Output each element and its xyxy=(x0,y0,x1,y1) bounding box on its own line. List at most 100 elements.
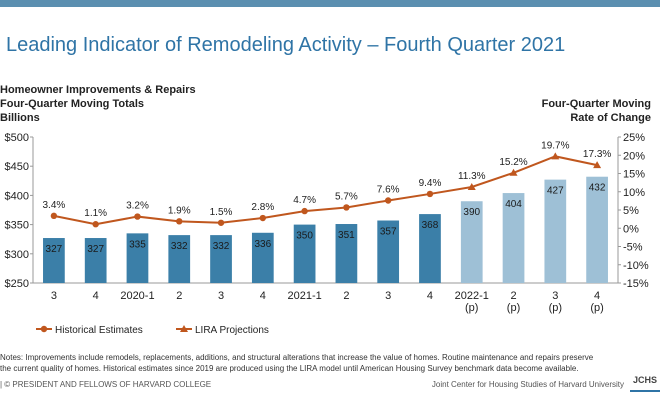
bar-value-label: 351 xyxy=(338,230,355,241)
bar xyxy=(293,224,316,283)
bar-value-label: 327 xyxy=(46,244,63,255)
bar-value-label: 427 xyxy=(547,186,564,197)
left-tick-label: $300 xyxy=(5,249,29,261)
x-tick-label: 4 xyxy=(93,290,99,302)
bar-value-label: 432 xyxy=(589,183,606,194)
x-tick-label: 3 xyxy=(552,290,558,302)
line-point-historical xyxy=(426,190,434,198)
left-tick-label: $350 xyxy=(5,220,29,232)
bar xyxy=(84,238,107,283)
right-tick-label: -10% xyxy=(623,260,649,272)
bar xyxy=(419,214,441,283)
x-tick-label: 3 xyxy=(51,290,57,302)
left-header-line2: Four-Quarter Moving Totals xyxy=(0,98,145,110)
line-value-label: 3.4% xyxy=(42,200,65,211)
logo-underline xyxy=(630,390,660,392)
line-point-historical xyxy=(384,197,392,204)
right-tick-label: -5% xyxy=(623,242,643,254)
x-tick-label: (p) xyxy=(590,302,603,314)
bar xyxy=(168,235,191,283)
right-tick-label: -15% xyxy=(623,278,649,290)
chart-plot: $250 $300 $350 $400 $450 $500 -15% -10% -5% 0% 5% 1… xyxy=(5,132,649,336)
bar-value-label: 390 xyxy=(463,207,480,218)
line-value-label: 11.3% xyxy=(458,171,486,182)
bar xyxy=(210,235,232,283)
line-point-projection xyxy=(551,152,560,160)
line-point-historical xyxy=(50,212,58,220)
line-value-label: 5.7% xyxy=(335,191,358,202)
bar-value-label: 336 xyxy=(254,239,271,250)
line-value-label: 2.8% xyxy=(251,202,274,213)
legend-projection-marker xyxy=(180,325,188,332)
footer-copyright: | © PRESIDENT AND FELLOWS OF HARVARD COL… xyxy=(0,380,212,389)
line-point-projection xyxy=(467,183,476,191)
top-accent-bar xyxy=(0,0,660,7)
line-value-label: 1.9% xyxy=(168,205,191,216)
x-tick-label: 2021-1 xyxy=(287,290,321,302)
bar xyxy=(460,201,483,283)
chart-title: Leading Indicator of Remodeling Activity… xyxy=(6,34,566,56)
jchs-logo: JCHS xyxy=(632,375,657,385)
line-point-historical xyxy=(134,213,141,220)
left-header-line1: Homeowner Improvements & Repairs xyxy=(0,84,196,96)
bar xyxy=(335,224,358,283)
line-value-label: 19.7% xyxy=(541,140,569,151)
bar-value-label: 327 xyxy=(87,244,104,255)
right-header-line2: Rate of Change xyxy=(570,112,651,124)
left-tick-label: $400 xyxy=(5,190,29,202)
line-value-label: 7.6% xyxy=(377,185,400,196)
bar xyxy=(586,176,608,283)
bar xyxy=(377,220,400,283)
bar-value-label: 357 xyxy=(380,227,397,238)
line-value-label: 9.4% xyxy=(419,178,442,189)
x-tick-label: 3 xyxy=(218,290,224,302)
right-tick-label: 20% xyxy=(623,150,645,162)
x-tick-label: (p) xyxy=(507,302,520,314)
right-tick-label: 15% xyxy=(623,169,645,181)
line-value-label: 4.7% xyxy=(293,195,316,206)
line-value-label: 1.5% xyxy=(210,207,233,218)
line-point-historical xyxy=(217,219,225,226)
right-tick-label: 5% xyxy=(623,205,639,217)
left-axis-header: Homeowner Improvements & Repairs Four-Qu… xyxy=(0,83,196,125)
x-tick-label: 2020-1 xyxy=(120,290,154,302)
notes: Notes: Improvements include remodels, re… xyxy=(0,352,640,374)
notes-line2: the current quality of homes. Historical… xyxy=(0,364,579,373)
line-point-historical xyxy=(176,218,183,225)
x-tick-label: 2 xyxy=(176,290,182,302)
x-tick-label: 2 xyxy=(510,290,516,302)
left-tick-label: $450 xyxy=(5,161,29,173)
bar xyxy=(502,193,525,283)
line-point-projection xyxy=(593,161,602,169)
line-point-historical xyxy=(92,221,99,228)
line-value-label: 17.3% xyxy=(583,149,611,160)
bar-value-label: 332 xyxy=(171,241,188,252)
right-tick-label: 10% xyxy=(623,187,645,199)
left-header-line3: Billions xyxy=(0,112,40,124)
legend-projection-label: LIRA Projections xyxy=(195,325,269,336)
line-point-projection xyxy=(509,168,518,176)
right-axis-header: Four-Quarter Moving Rate of Change xyxy=(542,97,651,125)
legend-historical-label: Historical Estimates xyxy=(55,325,143,336)
right-tick-label: 0% xyxy=(623,223,639,235)
x-tick-label: 3 xyxy=(385,290,391,302)
bar-value-label: 335 xyxy=(129,239,146,250)
x-tick-label: 4 xyxy=(427,290,433,302)
line-value-label: 15.2% xyxy=(499,157,527,168)
x-tick-label: (p) xyxy=(549,302,562,314)
line-point-historical xyxy=(301,207,308,215)
line-value-label: 3.2% xyxy=(126,201,149,212)
bar-value-label: 368 xyxy=(422,220,439,231)
x-tick-label: 2 xyxy=(343,290,349,302)
left-tick-label: $250 xyxy=(5,278,29,290)
bar-value-label: 350 xyxy=(296,231,313,242)
x-tick-label: 4 xyxy=(594,290,600,302)
x-tick-label: 2022-1 xyxy=(455,290,489,302)
bar xyxy=(544,179,567,283)
line-point-historical xyxy=(259,214,267,222)
notes-line1: Notes: Improvements include remodels, re… xyxy=(0,353,594,362)
left-tick-label: $500 xyxy=(5,132,29,144)
line-value-label: 1.1% xyxy=(84,208,107,219)
bar-value-label: 404 xyxy=(505,199,522,210)
footer-source: Joint Center for Housing Studies of Harv… xyxy=(431,380,624,389)
